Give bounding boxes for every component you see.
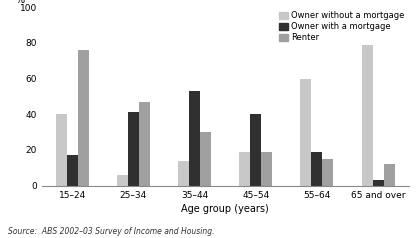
- Bar: [200, 132, 211, 186]
- Bar: [261, 152, 272, 186]
- Bar: [189, 91, 200, 186]
- Bar: [67, 155, 78, 186]
- Bar: [362, 45, 372, 186]
- Text: Source:  ABS 2002–03 Survey of Income and Housing.: Source: ABS 2002–03 Survey of Income and…: [8, 227, 215, 236]
- Bar: [78, 50, 89, 186]
- Bar: [311, 152, 322, 186]
- Bar: [117, 175, 128, 186]
- Bar: [384, 164, 394, 186]
- Legend: Owner without a mortgage, Owner with a mortgage, Renter: Owner without a mortgage, Owner with a m…: [279, 11, 404, 42]
- Bar: [139, 102, 150, 186]
- Bar: [239, 152, 250, 186]
- Bar: [56, 114, 67, 186]
- Y-axis label: %: %: [15, 0, 24, 5]
- Bar: [178, 161, 189, 186]
- X-axis label: Age group (years): Age group (years): [181, 204, 269, 214]
- Bar: [372, 180, 384, 186]
- Bar: [250, 114, 261, 186]
- Bar: [300, 79, 311, 186]
- Bar: [322, 159, 334, 186]
- Bar: [128, 113, 139, 186]
